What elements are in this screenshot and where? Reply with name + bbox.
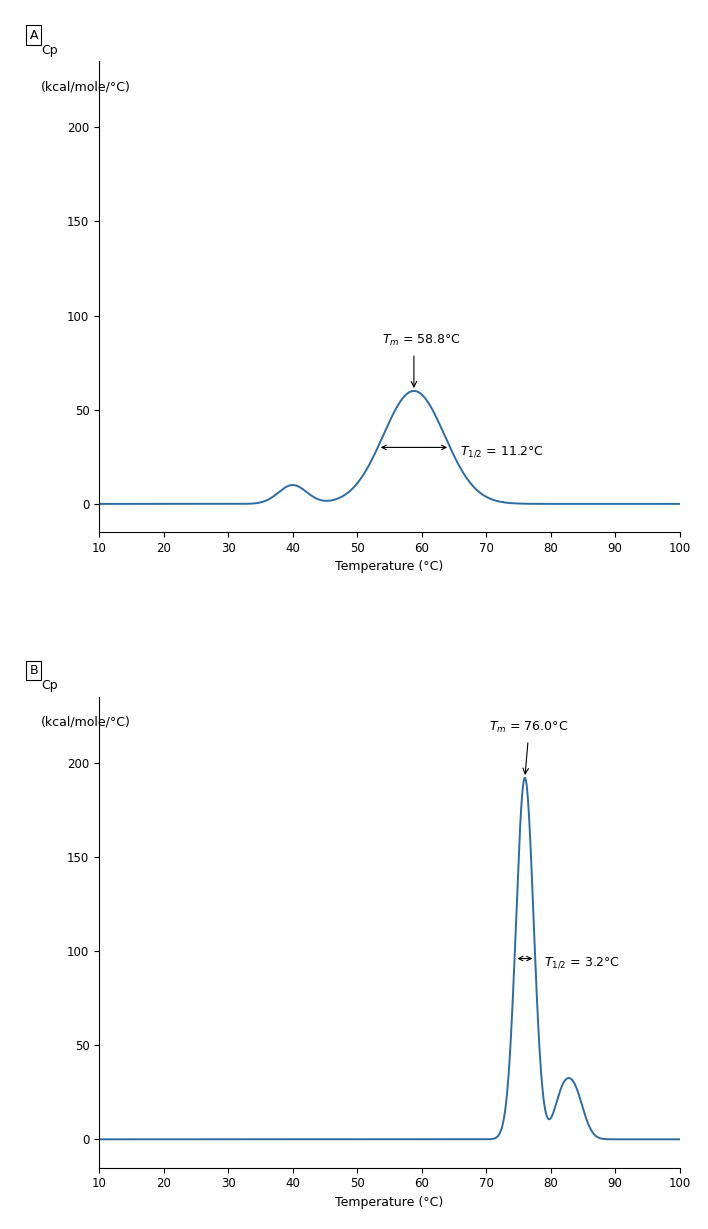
Text: Cp: Cp <box>41 44 57 57</box>
X-axis label: Temperature (°C): Temperature (°C) <box>336 1196 443 1209</box>
Text: $T_{1/2}$ = 3.2°C: $T_{1/2}$ = 3.2°C <box>544 955 620 970</box>
Text: $T_m$ = 76.0°C: $T_m$ = 76.0°C <box>489 719 569 735</box>
Text: $T_m$ = 58.8°C: $T_m$ = 58.8°C <box>382 333 460 348</box>
Text: $T_{1/2}$ = 11.2°C: $T_{1/2}$ = 11.2°C <box>460 444 544 458</box>
Text: B: B <box>30 664 38 677</box>
Text: (kcal/mole/°C): (kcal/mole/°C) <box>41 80 131 93</box>
X-axis label: Temperature (°C): Temperature (°C) <box>336 560 443 574</box>
Text: (kcal/mole/°C): (kcal/mole/°C) <box>41 715 131 729</box>
Text: A: A <box>30 28 38 42</box>
Text: Cp: Cp <box>41 680 57 692</box>
